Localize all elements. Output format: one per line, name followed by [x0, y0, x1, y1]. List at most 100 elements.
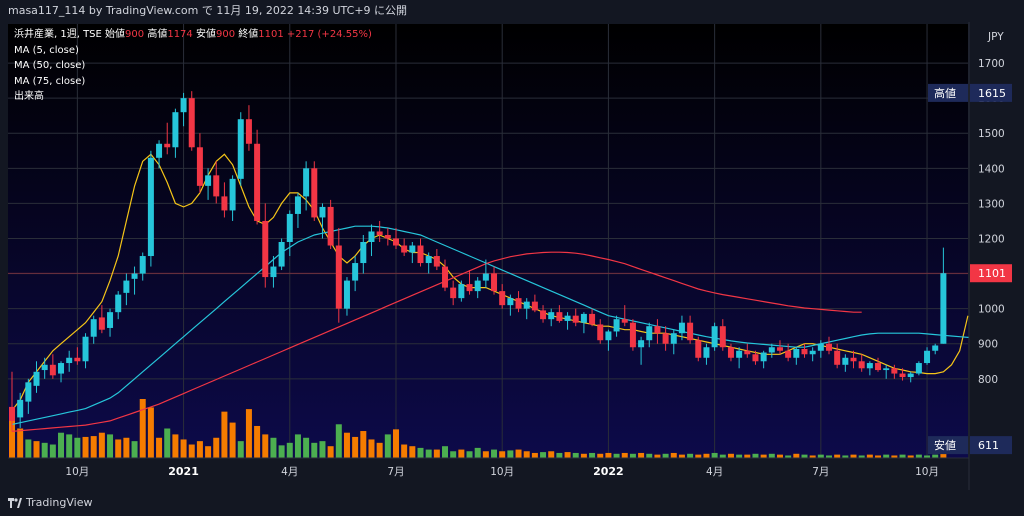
volume-bar [760, 454, 767, 458]
candle-body [817, 343, 824, 351]
candle-body [474, 280, 481, 292]
volume-bar [442, 446, 449, 458]
price-tag-value-box [970, 264, 1012, 283]
volume-bar [809, 455, 816, 458]
chart-canvas[interactable]: JPY8009001000110012001300140015001600170… [0, 0, 1024, 490]
candle-body [172, 112, 179, 148]
volume-bar [98, 432, 105, 458]
volume-bar [499, 451, 506, 458]
volume-bar [25, 439, 32, 458]
price-tick-label: 1500 [978, 128, 1005, 140]
volume-bar [278, 445, 285, 458]
candle-body [311, 168, 318, 218]
volume-bar [172, 434, 179, 458]
candle-body [352, 263, 359, 281]
volume-bar [842, 455, 849, 458]
volume-bar [311, 442, 318, 458]
volume-bar [229, 422, 236, 458]
candle-body [433, 256, 440, 267]
volume-bar [589, 452, 596, 458]
price-tick-label: 1300 [978, 198, 1005, 210]
ma50-line [11, 225, 985, 425]
candle-body [589, 313, 596, 325]
candle-body [523, 301, 530, 309]
candle-body [760, 352, 767, 362]
candle-body [826, 343, 832, 351]
candle-body [646, 326, 653, 341]
candle-body [188, 98, 195, 148]
volume-bar [727, 453, 734, 458]
price-tick-label: 1400 [978, 163, 1005, 175]
price-tag-value-box [970, 436, 1012, 455]
volume-bar [621, 452, 628, 458]
volume-bar [932, 454, 939, 458]
volume-bar [409, 446, 416, 458]
candle-body [744, 350, 751, 355]
candle-body [531, 301, 538, 311]
candle-body [866, 363, 873, 369]
low-label: 安値 [195, 29, 216, 40]
volume-bar [474, 447, 481, 458]
volume-bar [875, 455, 882, 458]
candle-body [613, 319, 620, 332]
candle-body [360, 241, 367, 264]
tradingview-logo-icon [8, 498, 22, 508]
candle-body [858, 361, 865, 369]
candle-body [703, 347, 710, 358]
volume-bar [164, 428, 171, 458]
volume-bar [221, 411, 228, 458]
candle-body [139, 256, 146, 274]
volume-bar [335, 424, 342, 458]
attribution-bar: masa117_114 by TradingView.com で 11月 19,… [0, 0, 1024, 22]
attribution-text: masa117_114 by TradingView.com で 11月 19,… [8, 4, 408, 17]
volume-bar [678, 454, 685, 458]
volume-bar [147, 407, 154, 458]
volume-legend[interactable]: 出来高 [14, 91, 44, 102]
candle-body [98, 317, 105, 330]
volume-bar [123, 437, 130, 458]
price-tag-value: 611 [978, 439, 999, 452]
volume-bar [866, 454, 873, 458]
candle-body [891, 368, 898, 374]
volume-bar [237, 441, 244, 458]
candle-body [907, 373, 914, 378]
volume-bar [670, 452, 677, 458]
volume-bar [924, 455, 931, 458]
volume-bar [245, 409, 252, 458]
candle-body [33, 371, 40, 386]
volume-bar [188, 444, 195, 458]
ma5-legend[interactable]: MA (5, close) [14, 44, 79, 56]
volume-bar [899, 454, 906, 458]
volume-bar [540, 452, 547, 458]
volume-bar [139, 399, 146, 458]
ma50-legend[interactable]: MA (50, close) [14, 60, 86, 71]
ma75-line [11, 251, 862, 432]
tradingview-logo[interactable]: TradingView [8, 496, 92, 509]
volume-bar [883, 454, 890, 458]
change-value: +217 (+24.55%) [286, 29, 372, 40]
candle-body [196, 147, 203, 186]
volume-bar [466, 451, 473, 458]
candle-body [270, 266, 277, 278]
candle-body [409, 245, 416, 253]
volume-bar [213, 437, 220, 458]
volume-bar [41, 442, 48, 458]
candle-body [621, 319, 628, 323]
candle-body [556, 312, 563, 321]
candle-body [629, 322, 636, 348]
candle-body [294, 196, 301, 214]
volume-bar [58, 432, 65, 458]
candle-body [319, 206, 326, 218]
candle-body [850, 357, 857, 362]
volume-bar [343, 432, 350, 458]
candle-body [834, 350, 841, 365]
candle-body [842, 357, 849, 365]
volume-bar [834, 454, 841, 458]
volume-bar [736, 454, 743, 458]
candle-body [662, 333, 669, 344]
volume-bar [719, 454, 726, 458]
candle-body [221, 196, 228, 211]
ma75-legend[interactable]: MA (75, close) [14, 75, 86, 87]
candle-body [392, 238, 399, 246]
volume-bar [66, 434, 73, 458]
